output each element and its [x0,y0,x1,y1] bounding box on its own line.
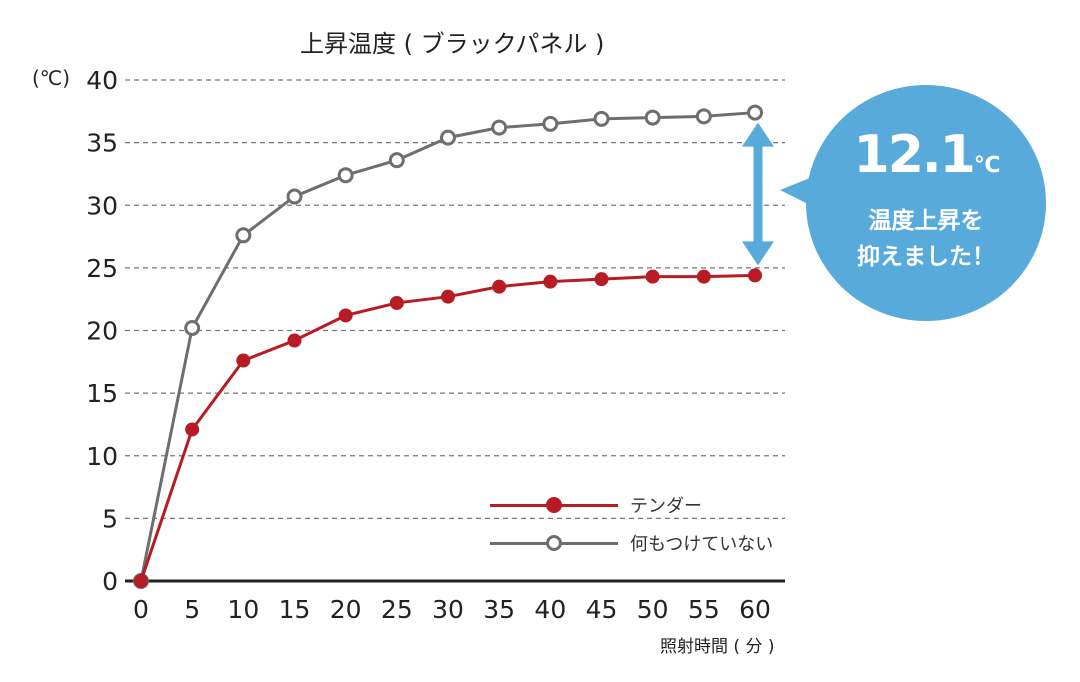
y-tick-label: 40 [86,66,118,95]
data-point [235,227,252,244]
x-tick-label: 55 [688,595,720,624]
data-point [695,108,712,125]
x-tick-label: 0 [133,595,149,624]
x-tick-label: 35 [483,595,515,624]
legend: テンダー 何もつけていない [490,486,773,562]
data-point [543,274,558,289]
data-point [440,129,456,146]
data-point [645,269,660,284]
data-point [696,269,711,284]
data-point [185,422,200,437]
data-point [337,167,354,184]
legend-item-tender: テンダー [490,486,773,524]
x-tick-label: 15 [279,595,311,624]
callout-message: 温度上昇を 抑えました！ [857,208,995,270]
data-point [594,272,609,287]
legend-item-none: 何もつけていない [490,524,773,562]
y-tick-label: 0 [102,567,118,596]
legend-swatch-none [490,531,618,555]
y-tick-label: 25 [86,254,118,283]
x-tick-label: 10 [227,595,259,624]
x-tick-label: 50 [637,595,669,624]
data-point [441,289,455,304]
x-tick-label: 25 [381,595,413,624]
x-tick-label: 60 [739,595,771,624]
y-tick-label: 5 [102,504,118,533]
data-point [287,333,302,348]
x-tick-label: 40 [534,595,566,624]
data-point [388,152,405,169]
difference-arrow-head-down [742,241,774,266]
x-axis-label: 照射時間 ( 分 ) [660,637,775,657]
data-point [644,109,661,126]
x-tick-label: 30 [432,595,464,624]
x-tick-label: 20 [330,595,362,624]
data-point [542,115,559,132]
data-point [748,268,762,283]
chart-title: 上昇温度 ( ブラックパネル ) [300,30,605,58]
data-point [134,574,148,588]
difference-value: 12.1℃ [853,125,1001,185]
data-point [492,279,507,294]
data-point [491,119,508,136]
y-tick-label: 15 [86,379,118,408]
data-point [389,295,404,310]
data-point [338,308,353,323]
data-point [236,353,251,368]
data-point [286,188,303,205]
y-tick-label: 35 [86,129,118,158]
data-point [747,104,763,121]
y-tick-label: 10 [86,442,118,471]
y-tick-label: 20 [86,317,118,346]
y-axis-unit: (℃) [32,66,71,90]
x-tick-label: 5 [184,595,200,624]
x-tick-label: 45 [586,595,618,624]
legend-swatch-tender [490,493,618,517]
difference-callout: 12.1℃ 温度上昇を 抑えました！ [806,85,1046,321]
difference-arrow-head-up [742,122,774,147]
data-point [184,319,201,336]
data-point [593,110,610,127]
y-tick-label: 30 [86,191,118,220]
